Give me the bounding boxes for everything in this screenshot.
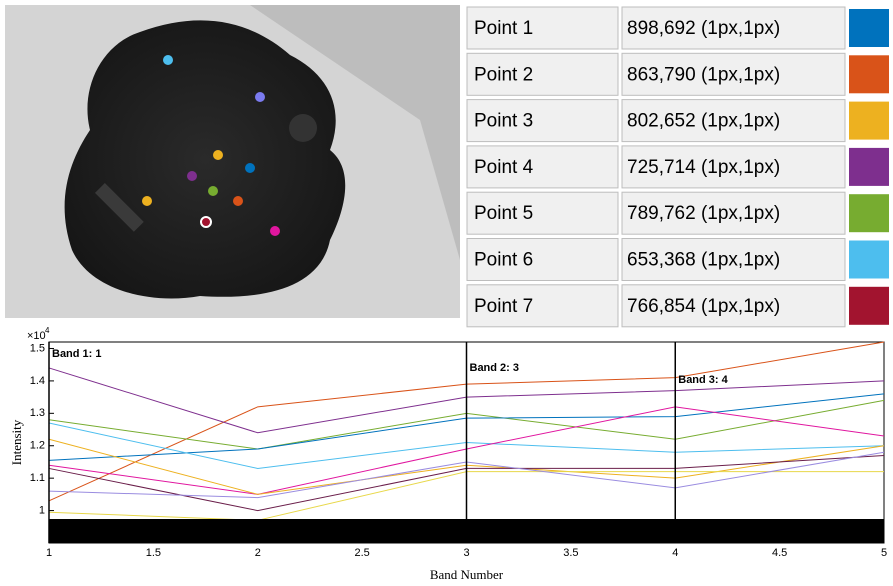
marker — [270, 226, 280, 236]
y-tick-label: 1 — [39, 504, 45, 516]
x-tick-label: 1 — [46, 547, 52, 559]
color-swatch — [849, 147, 889, 186]
marker — [200, 216, 212, 228]
color-swatch — [849, 101, 889, 140]
point-label: Point 3 — [474, 111, 533, 132]
label-cell — [466, 6, 619, 50]
color-swatch — [849, 286, 889, 325]
photo — [5, 5, 460, 318]
x-tick-label: 2 — [255, 547, 261, 559]
point-label: Point 1 — [474, 18, 533, 39]
y-axis-label: Intensity — [9, 419, 24, 465]
point-label: Point 2 — [474, 64, 533, 85]
point-coords: 766,854 (1px,1px) — [627, 296, 780, 317]
point-label: Point 6 — [474, 250, 533, 271]
coords-cell — [621, 191, 846, 235]
coords-cell — [621, 145, 846, 189]
coords-cell — [621, 238, 846, 281]
x-axis-label: Band Number — [430, 567, 504, 582]
marker — [255, 92, 265, 102]
y-tick-label: 1.5 — [30, 342, 45, 354]
chart: Band 1: 1 Band 2: 3 Band 3: 4 1 1.1 1.2 1.3 1.4… — [9, 326, 887, 582]
color-swatch — [849, 240, 889, 279]
x-tick-label: 3.5 — [563, 547, 578, 559]
x-tick-label: 4 — [672, 547, 678, 559]
annotation: Band 1: 1 — [52, 348, 102, 360]
marker — [187, 171, 197, 181]
point-label: Point 5 — [474, 203, 533, 224]
point-coords: 725,714 (1px,1px) — [627, 157, 780, 178]
coords-cell — [621, 52, 846, 96]
coords-cell — [621, 99, 846, 143]
annotation: Band 3: 4 — [678, 374, 728, 386]
marker — [213, 150, 223, 160]
marker — [233, 196, 243, 206]
point-table: Point 1 898,692 (1px,1px) Point 2 863,790 (… — [466, 6, 889, 328]
key — [94, 182, 144, 232]
marker — [142, 196, 152, 206]
point-coords: 802,652 (1px,1px) — [627, 111, 780, 132]
point-coords: 789,762 (1px,1px) — [627, 203, 780, 224]
marker — [163, 55, 173, 65]
y-tick-label: 1.3 — [30, 407, 45, 419]
x-tick-label: 4.5 — [772, 547, 787, 559]
y-multiplier: ×10 — [27, 330, 46, 342]
label-cell — [466, 145, 619, 189]
x-tick-label: 3 — [463, 547, 469, 559]
point-label: Point 4 — [474, 157, 534, 178]
coords-cell — [621, 6, 846, 50]
color-swatch — [849, 55, 889, 94]
x-tick-label: 5 — [881, 547, 887, 559]
color-swatch — [849, 9, 889, 47]
x-tick-label: 1.5 — [146, 547, 161, 559]
label-cell — [466, 99, 619, 143]
label-cell — [466, 191, 619, 235]
label-cell — [466, 52, 619, 96]
label-cell — [466, 238, 619, 281]
point-coords: 863,790 (1px,1px) — [627, 64, 780, 85]
y-tick-label: 1.2 — [30, 440, 45, 452]
point-label: Point 7 — [474, 296, 533, 317]
annotation: Band 2: 3 — [470, 362, 520, 374]
point-coords: 653,368 (1px,1px) — [627, 250, 780, 271]
point-markers — [142, 55, 280, 236]
point-coords: 898,692 (1px,1px) — [627, 18, 780, 39]
marker — [208, 186, 218, 196]
y-tick-label: 1.4 — [30, 375, 45, 387]
color-swatch — [849, 194, 889, 233]
label-cell — [466, 284, 619, 328]
x-tick-label: 2.5 — [354, 547, 369, 559]
coords-cell — [621, 284, 846, 328]
y-tick-label: 1.1 — [30, 472, 45, 484]
marker — [245, 163, 255, 173]
y-multiplier-exp: 4 — [45, 326, 50, 335]
coin — [289, 114, 317, 142]
